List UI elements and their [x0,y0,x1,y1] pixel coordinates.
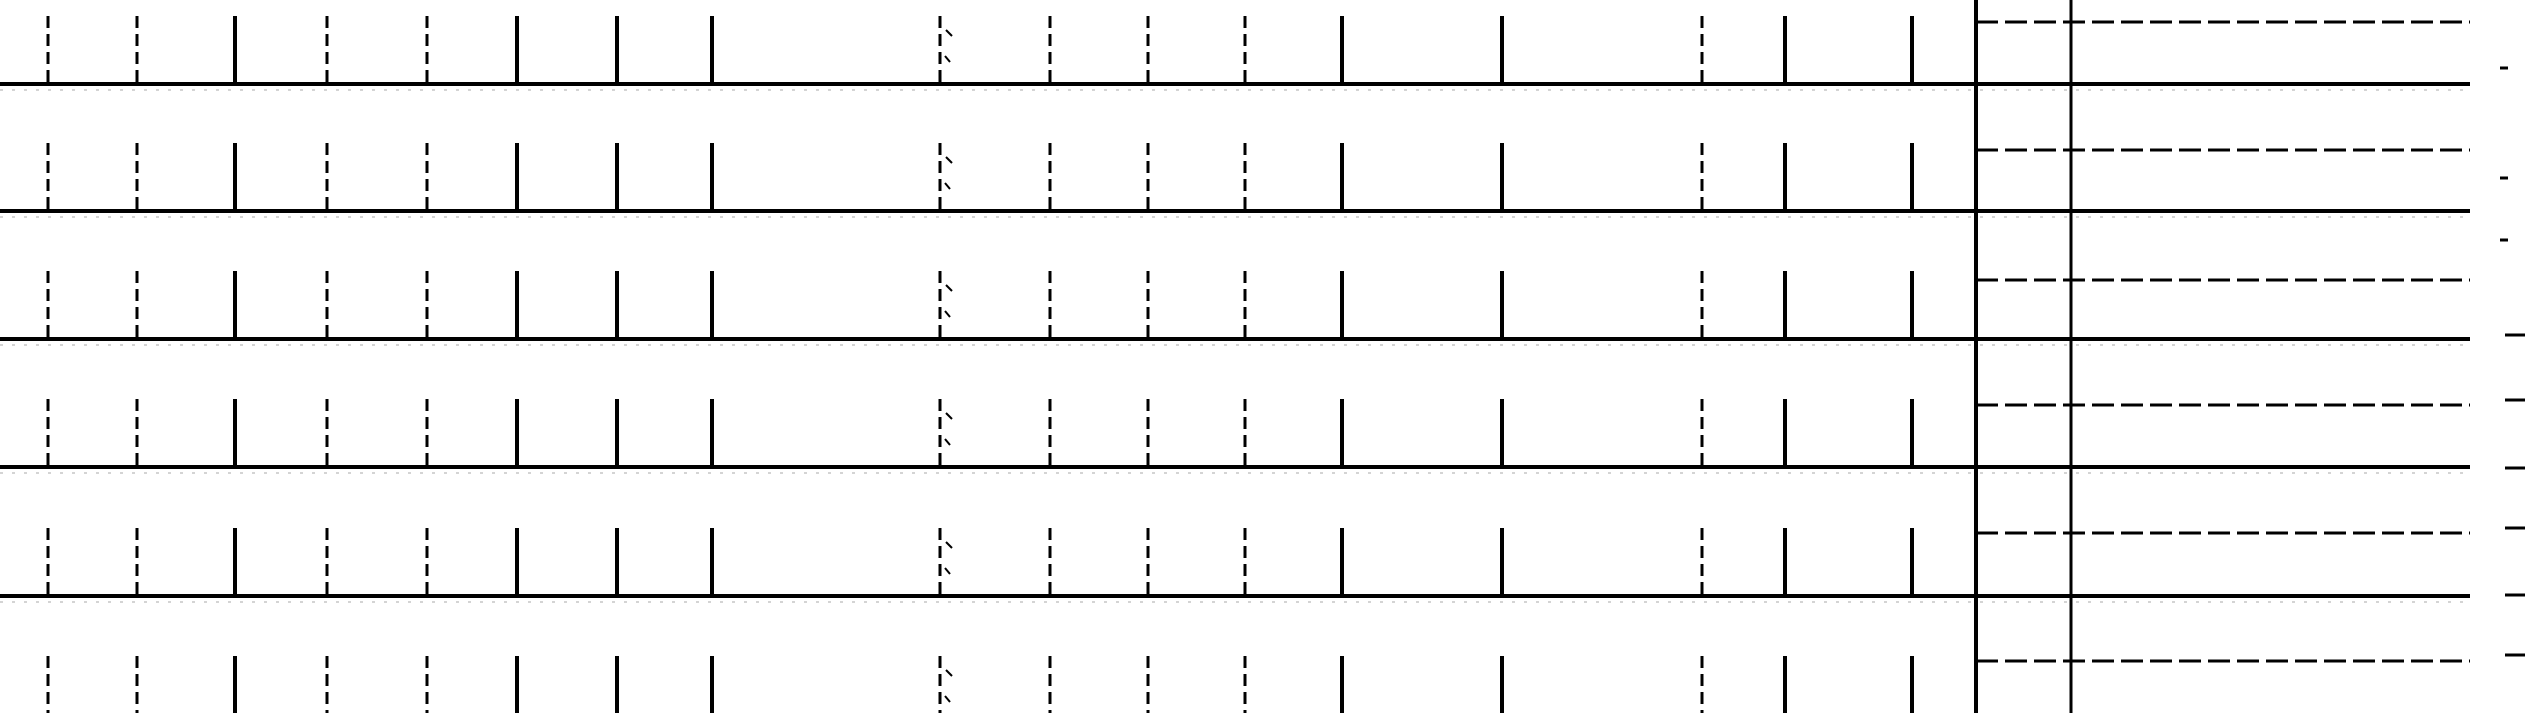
right-entry-panel [1974,0,2470,713]
tick-annotation-mark [945,412,953,420]
tick-annotation-mark [944,438,951,446]
tick-annotation-mark [945,156,953,164]
column-tick-marks [46,16,1914,713]
tick-annotation-mark [945,284,953,292]
tick-annotation-mark [944,310,951,318]
right-edge-marks [2500,66,2525,657]
tick-annotation-mark [944,695,951,703]
tick-annotation-mark [945,29,953,37]
tick-annotation-mark [944,55,951,63]
tick-annotation-mark [944,567,951,575]
tick-annotation-mark [945,541,953,549]
ledger-rows [0,82,2470,603]
tick-annotation-mark [945,669,953,677]
tick-annotation-mark [944,182,951,190]
